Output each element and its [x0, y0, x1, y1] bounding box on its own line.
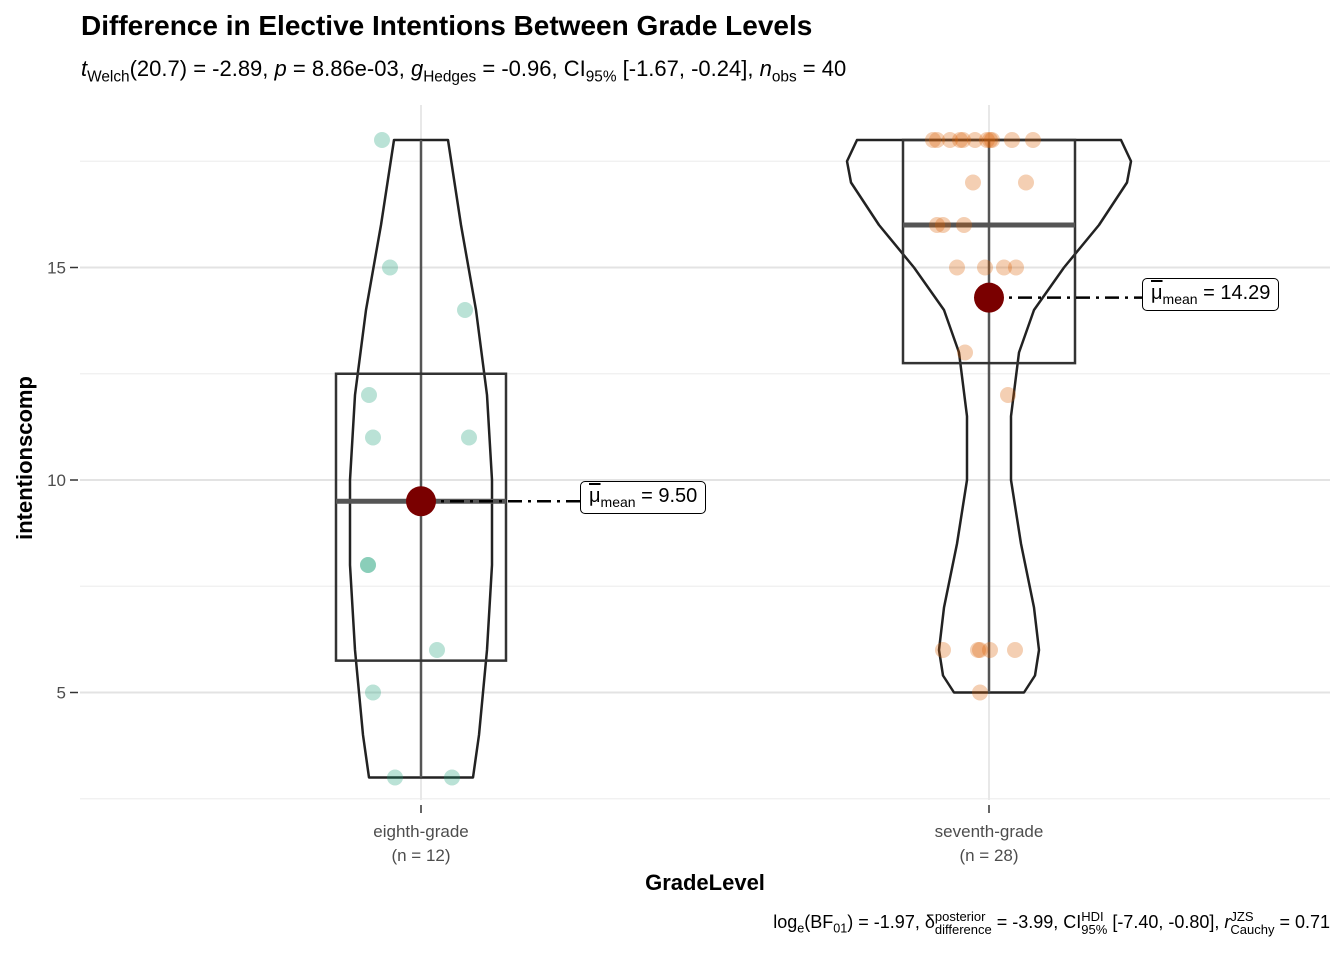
y-tick-label: 5 — [57, 684, 66, 703]
data-point — [967, 132, 983, 148]
data-point — [360, 557, 376, 573]
x-tick-label: seventh-grade — [935, 822, 1044, 841]
mean-label: μmean = 14.29 — [1142, 277, 1280, 311]
g-value: = -0.96, — [476, 56, 564, 81]
bf-value: ) = -1.97, — [847, 911, 925, 932]
data-point — [982, 132, 998, 148]
data-point — [461, 429, 477, 446]
box-eighth-grade — [334, 372, 508, 662]
delta-value: = -3.99, — [991, 911, 1064, 932]
mu-symbol: μ — [1151, 281, 1163, 304]
data-point — [444, 769, 460, 786]
p-value: = 8.86e-03, — [286, 56, 411, 81]
data-point — [957, 344, 973, 361]
x-tick-n-label: (n = 12) — [391, 846, 450, 865]
violin-eighth-grade — [348, 138, 494, 779]
data-point — [374, 132, 390, 148]
data-point — [360, 557, 376, 573]
data-point — [1018, 174, 1034, 191]
delta-sup: posterior — [934, 909, 986, 924]
chart-subtitle: tWelch(20.7) = -2.89, p = 8.86e-03, gHed… — [81, 56, 846, 86]
bf-symbol: (BF — [804, 911, 834, 932]
n-sub: obs — [771, 68, 797, 86]
data-point — [956, 217, 972, 233]
n-value: = 40 — [796, 56, 847, 81]
data-point — [955, 132, 971, 148]
ci-value: [-7.40, -0.80], — [1107, 911, 1225, 932]
data-point — [952, 132, 968, 148]
data-point — [429, 642, 445, 658]
p-symbol: p — [274, 56, 287, 81]
box-seventh-grade — [901, 138, 1077, 365]
mean-value: = 9.50 — [635, 485, 698, 508]
x-tick-label: eighth-grade — [373, 822, 468, 841]
mu-symbol: μ — [589, 485, 601, 508]
delta-sub: difference — [934, 922, 992, 937]
mean-point — [974, 282, 1004, 313]
n-symbol: n — [759, 56, 772, 81]
data-point — [942, 132, 958, 148]
g-sub: Hedges — [423, 68, 477, 86]
ci-symbol: CI — [1063, 911, 1082, 932]
y-tick-label: 10 — [47, 471, 66, 490]
ci-symbol: CI — [563, 56, 586, 81]
mean-sub: mean — [1162, 290, 1198, 307]
ci-sub: 95% — [585, 68, 617, 86]
x-axis-label: GradeLevel — [645, 870, 765, 895]
data-point — [929, 132, 945, 148]
t-value: (20.7) = -2.89, — [129, 56, 275, 81]
ci-sub: 95% — [1081, 922, 1108, 937]
bayes-caption: loge(BF01) = -1.97, δ posterior difference… — [773, 910, 1330, 936]
data-point — [929, 217, 945, 233]
r-value: = 0.71 — [1274, 911, 1330, 932]
data-point — [982, 642, 998, 658]
r-sup: JZS — [1230, 909, 1254, 924]
data-point — [979, 132, 995, 148]
mean-point — [406, 486, 436, 517]
t-sub: Welch — [87, 68, 130, 86]
data-point — [1008, 259, 1024, 276]
data-point — [457, 302, 473, 318]
log-symbol: log — [773, 911, 798, 932]
data-point — [1000, 387, 1016, 403]
data-point — [972, 684, 988, 701]
data-point — [361, 387, 377, 403]
mean-sub: mean — [600, 494, 636, 511]
data-point — [984, 132, 1000, 148]
mean-value: = 14.29 — [1197, 281, 1271, 304]
y-tick-label: 15 — [47, 259, 66, 278]
t-symbol: t — [81, 56, 88, 81]
data-point — [965, 174, 981, 191]
r-symbol: r — [1224, 911, 1231, 932]
data-point — [972, 642, 988, 658]
data-point — [1025, 132, 1041, 148]
x-tick-n-label: (n = 28) — [959, 846, 1018, 865]
ci-sup: HDI — [1081, 909, 1104, 924]
data-point — [970, 642, 986, 658]
data-point — [387, 769, 403, 786]
chart-title: Difference in Elective Intentions Betwee… — [81, 10, 813, 41]
data-point — [925, 132, 941, 148]
data-point — [365, 429, 381, 446]
data-point — [1004, 132, 1020, 148]
data-point — [935, 217, 951, 233]
bf-sub: 01 — [833, 921, 848, 936]
g-symbol: g — [410, 56, 424, 81]
data-point — [382, 259, 398, 276]
data-point — [977, 259, 993, 276]
data-point — [949, 259, 965, 276]
ci-value: [-1.67, -0.24], — [616, 56, 760, 81]
log-sub: e — [797, 921, 805, 936]
mean-label: μmean = 9.50 — [580, 481, 707, 515]
y-axis-label: intentionscomp — [12, 376, 37, 540]
delta-symbol: δ — [924, 911, 935, 932]
data-point — [365, 684, 381, 701]
data-point — [1007, 642, 1023, 658]
r-sub: Cauchy — [1230, 922, 1275, 937]
data-point — [996, 259, 1012, 276]
data-point — [935, 642, 951, 658]
